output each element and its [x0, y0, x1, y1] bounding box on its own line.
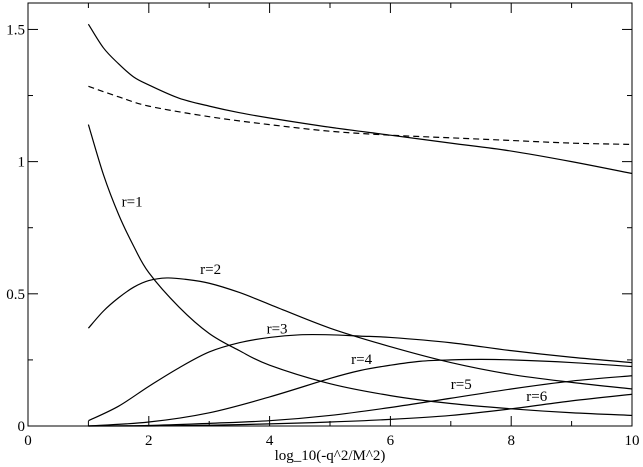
series-line-curve-1	[87, 23, 633, 175]
x-tick-label: 10	[625, 433, 640, 449]
y-tick-label: 0	[18, 419, 26, 435]
axis-ticks	[27, 3, 633, 427]
x-tick-label: 0	[24, 433, 32, 449]
series-line-r5	[88, 375, 633, 427]
x-tick-label: 2	[145, 433, 153, 449]
curve-label-r4: r=4	[351, 352, 372, 368]
y-tick-label: 1.5	[6, 22, 25, 38]
series-line-r1	[87, 124, 633, 417]
series-lines	[87, 23, 633, 427]
series-line-r4	[88, 358, 633, 427]
curve-labels: r=1 r=2 r=3 r=4 r=5 r=6	[122, 195, 548, 405]
curve-label-r2: r=2	[200, 262, 221, 278]
curve-label-r5: r=5	[451, 377, 472, 393]
y-tick-label: 0.5	[6, 287, 25, 303]
series-line-r3	[88, 333, 633, 422]
axis-tick-labels: 0 2 4 6 8 10 0 0.5 1 1.5	[6, 22, 639, 449]
series-line-r2	[87, 277, 633, 390]
series-line-curve-2	[88, 85, 633, 146]
curve-label-r1: r=1	[122, 195, 143, 211]
curve-label-r3: r=3	[267, 321, 288, 337]
series-line-r6	[88, 393, 633, 427]
y-tick-label: 1	[18, 155, 26, 171]
x-tick-label: 6	[387, 433, 395, 449]
x-tick-label: 8	[507, 433, 515, 449]
x-axis-label: log_10(-q^2/M^2)	[275, 448, 386, 464]
curve-label-r6: r=6	[526, 389, 547, 405]
x-tick-label: 4	[266, 433, 274, 449]
